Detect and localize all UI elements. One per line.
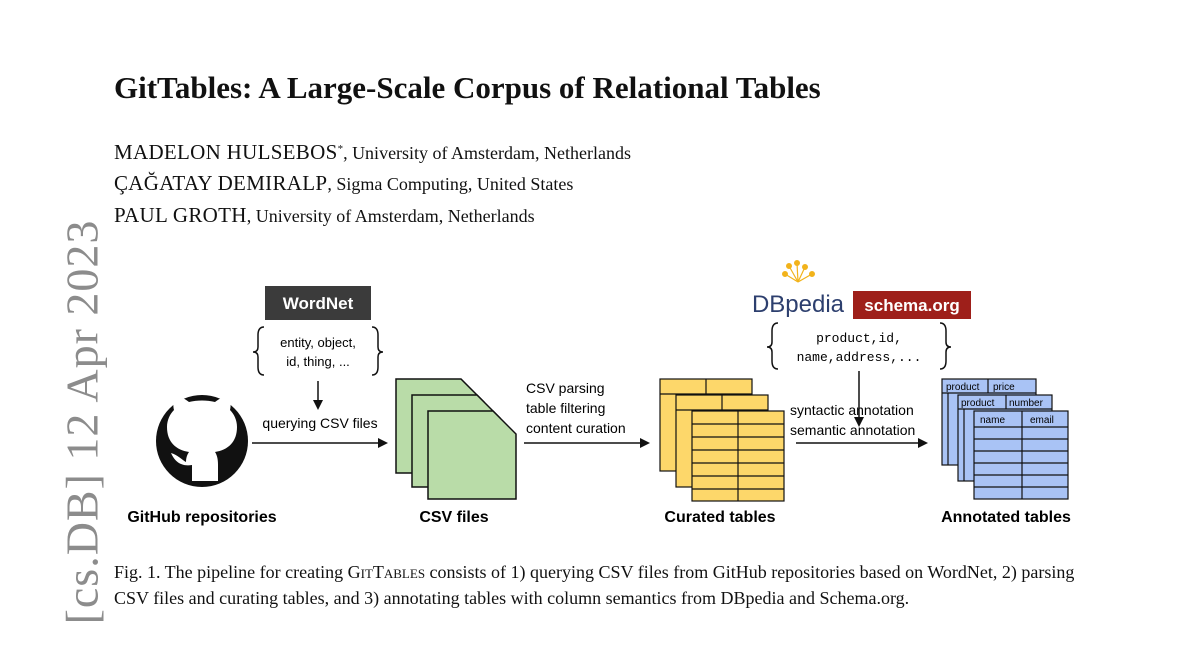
- query-label: querying CSV files: [262, 415, 377, 431]
- csv-files-stack: [395, 378, 517, 500]
- paper-title: GitTables: A Large-Scale Corpus of Relat…: [114, 70, 821, 105]
- author-mark: *: [337, 143, 344, 155]
- annotated-header: product: [946, 382, 980, 393]
- author-line: PAUL GROTH, University of Amsterdam, Net…: [114, 203, 535, 228]
- annotated-tables-stack: [941, 378, 1069, 500]
- author-name: MADELON HULSEBOS: [114, 140, 338, 164]
- github-logo-icon: [156, 395, 248, 487]
- caption-corpus-name: GitTables: [347, 562, 426, 582]
- stage-label: CSV files: [419, 509, 488, 526]
- semantic-term-line: name,address,...: [797, 350, 922, 365]
- author-name: PAUL GROTH: [114, 203, 247, 227]
- left-brace: [252, 326, 265, 376]
- schema-org-label: schema.org: [864, 296, 959, 315]
- stage-label: Annotated tables: [941, 509, 1071, 526]
- annotated-header: price: [993, 382, 1015, 393]
- author-line: ÇAĞATAY DEMIRALP, Sigma Computing, Unite…: [114, 171, 573, 196]
- author-affiliation: , Sigma Computing, United States: [327, 174, 574, 194]
- curated-tables-stack: [659, 378, 785, 502]
- right-brace: [371, 326, 384, 376]
- dbpedia-label: DBpedia: [752, 291, 845, 318]
- wordnet-label: WordNet: [283, 294, 354, 313]
- author-name: ÇAĞATAY DEMIRALP: [114, 171, 328, 195]
- figure-caption: Fig. 1. The pipeline for creating GitTab…: [114, 559, 1094, 611]
- author-line: MADELON HULSEBOS*, University of Amsterd…: [114, 140, 631, 165]
- wordnet-term-line: entity, object,: [280, 335, 356, 350]
- annotated-header: name: [980, 415, 1005, 426]
- semantic-term-line: product,id,: [816, 331, 902, 346]
- left-brace: [766, 322, 779, 370]
- right-brace: [939, 322, 952, 370]
- caption-prefix: Fig. 1. The pipeline for creating: [114, 562, 348, 582]
- author-affiliation: , University of Amsterdam, Netherlands: [246, 206, 535, 226]
- annotated-header: product: [961, 398, 995, 409]
- stage-label: Curated tables: [664, 509, 775, 526]
- stage-label: GitHub repositories: [127, 509, 276, 526]
- annotated-header: number: [1009, 398, 1044, 409]
- caption-text: consists of 1) querying CSV files from G…: [114, 562, 1075, 608]
- annotation-step: syntactic annotation: [790, 402, 914, 418]
- wordnet-logo: [265, 286, 371, 320]
- schema-org-logo: [853, 291, 971, 319]
- wordnet-term-line: id, thing, ...: [286, 354, 350, 369]
- author-affiliation: , University of Amsterdam, Netherlands: [343, 143, 632, 163]
- annotation-step: semantic annotation: [790, 422, 915, 438]
- dbpedia-logo-icon: [782, 260, 815, 283]
- parse-step: table filtering: [526, 400, 605, 416]
- parse-step: CSV parsing: [526, 380, 605, 396]
- pipeline-diagram: WordNet entity, object, id, thing, ... q…: [127, 260, 1071, 526]
- parse-step: content curation: [526, 420, 626, 436]
- annotated-header: email: [1030, 415, 1054, 426]
- pipeline-figure: WordNet entity, object, id, thing, ... q…: [100, 255, 1100, 545]
